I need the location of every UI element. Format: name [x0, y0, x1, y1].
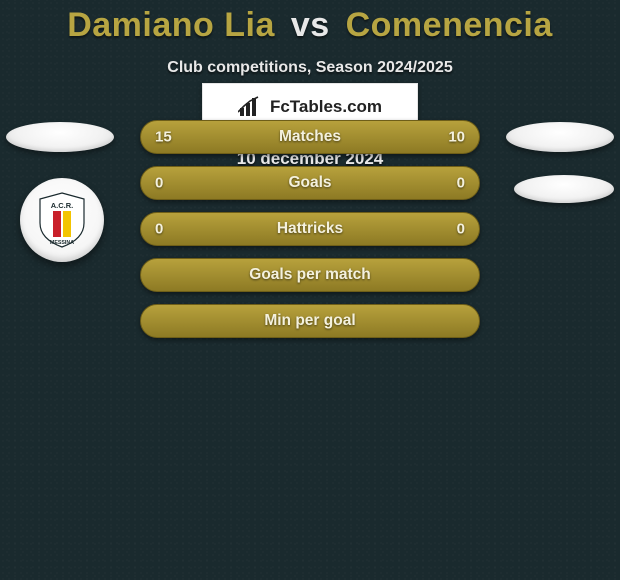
stat-label: Matches — [279, 128, 341, 146]
stat-label: Min per goal — [264, 312, 355, 330]
subtitle: Club competitions, Season 2024/2025 — [0, 59, 620, 77]
title-player-left: Damiano Lia — [67, 6, 275, 44]
bar-chart-icon — [238, 96, 262, 118]
oval-mid-right — [514, 175, 614, 203]
stat-value-left: 15 — [155, 129, 172, 146]
crest-text-messina: MESSINA — [50, 240, 74, 246]
crest-text-acr: A.C.R. — [51, 201, 74, 210]
stat-label: Goals — [288, 174, 331, 192]
crest-icon: A.C.R. MESSINA — [36, 191, 88, 249]
stat-value-left: 0 — [155, 175, 163, 192]
stat-value-right: 10 — [448, 129, 465, 146]
stat-label: Goals per match — [249, 266, 370, 284]
stat-row: Goals 0 0 — [140, 166, 480, 200]
stat-row: Min per goal — [140, 304, 480, 338]
title-vs: vs — [291, 6, 330, 44]
stat-row: Goals per match — [140, 258, 480, 292]
oval-top-left — [6, 122, 114, 152]
brand-text: FcTables.com — [270, 97, 382, 117]
stat-value-right: 0 — [457, 221, 465, 238]
stat-row: Hattricks 0 0 — [140, 212, 480, 246]
stat-value-left: 0 — [155, 221, 163, 238]
title-player-right: Comenencia — [346, 6, 553, 44]
stat-label: Hattricks — [277, 220, 343, 238]
stat-row: Matches 15 10 — [140, 120, 480, 154]
page-title: Damiano Lia vs Comenencia — [0, 0, 620, 45]
stats-block: Matches 15 10 Goals 0 0 Hattricks 0 0 Goals per m… — [140, 120, 480, 350]
content-wrapper: Damiano Lia vs Comenencia Club competiti… — [0, 0, 620, 580]
club-badge-left: A.C.R. MESSINA — [20, 178, 104, 262]
stat-value-right: 0 — [457, 175, 465, 192]
oval-top-right — [506, 122, 614, 152]
